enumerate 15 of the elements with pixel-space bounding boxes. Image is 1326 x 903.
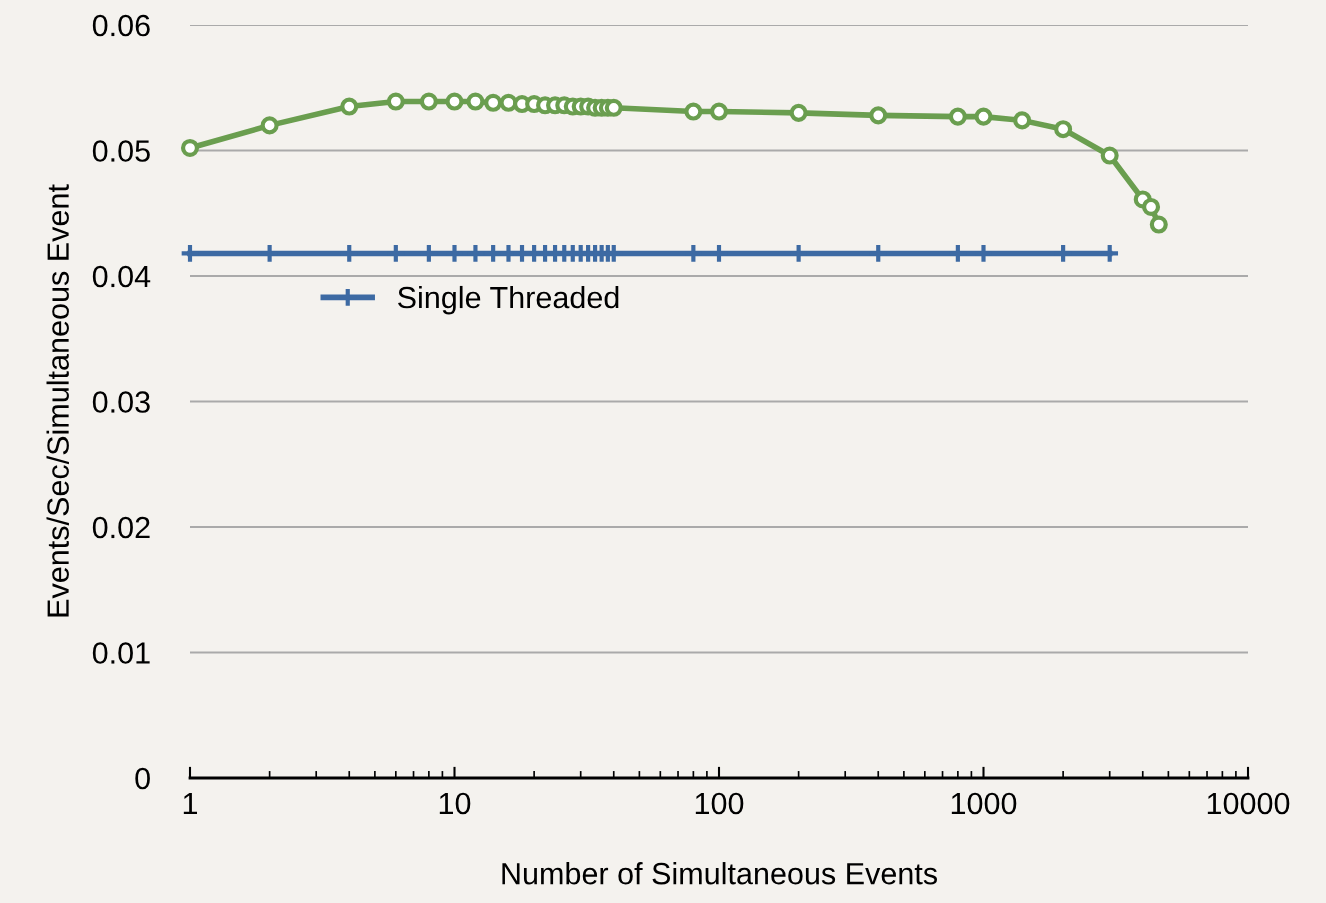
x-tick-label: 1 [183, 793, 198, 815]
x-axis-title: Number of Simultaneous Events [502, 862, 937, 885]
y-tick-label: 0.03 [92, 391, 150, 413]
legend-label: Single Threaded [398, 285, 619, 315]
x-tick-label: 1000 [951, 792, 1017, 815]
y-tick-label: 0.01 [92, 642, 150, 664]
y-tick-label: 0.05 [92, 140, 150, 162]
y-tick-label: 0.02 [92, 516, 150, 539]
y-tick-label: 0.04 [92, 265, 151, 288]
y-axis-title: Events/Sec/Simultaneous Event [46, 184, 69, 617]
x-tick-label: 100 [695, 792, 744, 815]
x-tick-label: 10000 [1207, 792, 1290, 815]
x-tick-label: 10 [439, 792, 471, 815]
y-tick-label: 0.06 [92, 14, 150, 37]
y-tick-label: 0 [135, 767, 150, 790]
